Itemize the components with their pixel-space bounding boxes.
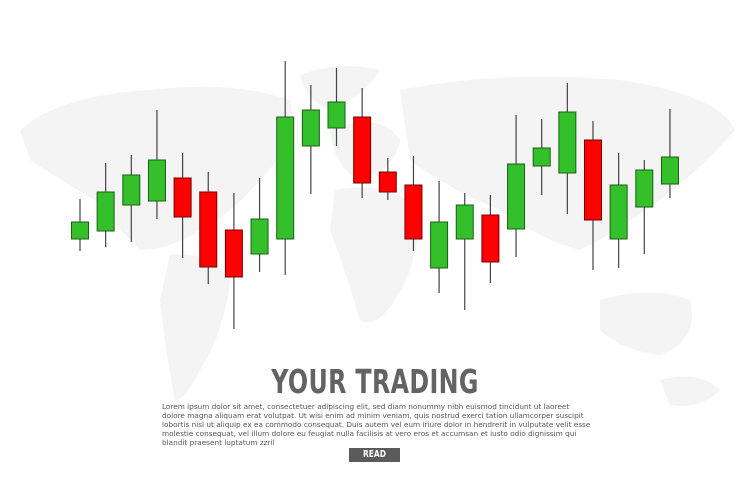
candle-body (199, 191, 218, 268)
candle-up (122, 155, 141, 242)
candle-body (430, 221, 449, 269)
description-text: Lorem ipsum dolor sit amet, consectetuer… (162, 402, 591, 447)
candle-body (404, 184, 423, 240)
candle-down (481, 195, 500, 283)
candle-body (353, 116, 372, 184)
candle-up (558, 83, 577, 214)
read-more-button[interactable]: READ MORE (349, 448, 400, 474)
candle-up (430, 181, 449, 293)
candle-down (353, 88, 372, 198)
candle-body (378, 171, 397, 193)
candle-body (96, 191, 115, 232)
candle-body (250, 218, 269, 255)
candle-body (635, 169, 654, 208)
candle-down (224, 193, 243, 329)
candle-down (199, 172, 218, 284)
candle-up (507, 115, 526, 257)
candle-up (455, 193, 474, 310)
candle-body (532, 147, 551, 167)
candle-up (96, 163, 115, 247)
candle-up (147, 110, 166, 219)
candle-body (301, 109, 320, 147)
candle-body (224, 229, 243, 278)
candle-up (635, 160, 654, 254)
candle-up (276, 61, 295, 275)
candle-body (455, 204, 474, 240)
candle-down (404, 156, 423, 251)
candle-down (378, 158, 397, 200)
candle-body (276, 116, 295, 240)
candle-body (558, 111, 577, 174)
candle-body (609, 184, 628, 240)
candle-body (327, 101, 346, 129)
candle-up (660, 109, 679, 198)
candle-up (301, 85, 320, 194)
candle-down (173, 153, 192, 258)
candle-body (507, 163, 526, 230)
candle-up (609, 153, 628, 268)
candle-up (532, 119, 551, 195)
page-title: YOUR TRADING (271, 362, 479, 401)
read-more-label: READ MORE (362, 449, 387, 474)
candle-up (250, 178, 269, 272)
candle-body (147, 159, 166, 202)
candle-down (584, 121, 602, 270)
candle-body (481, 214, 500, 263)
candle-up (71, 199, 89, 251)
candle-body (71, 221, 89, 240)
candle-body (660, 156, 679, 185)
candle-body (173, 177, 192, 218)
candle-body (584, 139, 602, 221)
candle-body (122, 174, 141, 206)
candle-up (327, 68, 346, 146)
